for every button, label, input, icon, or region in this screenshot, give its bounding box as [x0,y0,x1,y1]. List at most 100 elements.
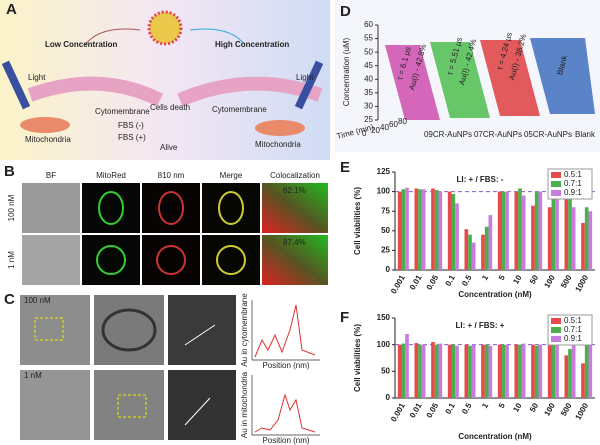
bar [534,191,539,270]
bar [397,344,402,398]
image [20,370,90,440]
x-tick-label: 40 [380,123,389,132]
y-tick-label: 25 [364,115,373,124]
chart-title: LI: + / FBS: - [457,175,504,184]
x-tick-label: 500 [559,401,574,418]
x-tick-label: 1 [480,401,490,410]
x-tick-label: 0.001 [389,273,407,295]
cell [98,191,124,225]
bar [497,344,502,398]
bar [405,187,409,270]
bar [414,343,419,398]
plane [530,38,595,114]
y-tick-label: 0 [386,393,391,402]
y-tick-label: 150 [377,313,391,322]
y-tick-label: 35 [364,88,373,97]
x-tick-label: 50 [528,401,541,414]
legend-swatch [551,327,561,333]
image [142,183,200,233]
arrow [189,28,246,46]
row-label: 1 nM [24,371,42,380]
bar [451,193,456,270]
bar [447,344,452,398]
bar [501,344,506,398]
y-tick-label: 100 [377,340,391,349]
microscopy-grid [22,183,328,285]
x-tick-label: 80 [398,117,407,126]
x-tick-label: 0.5 [460,401,474,416]
column-header: 810 nm [158,171,185,180]
bar [555,195,559,270]
legend-swatch [551,190,561,196]
bar [547,207,552,270]
bar [468,345,472,398]
y-tick-label: 60 [364,20,373,29]
image [168,295,236,365]
x-tick-label: 100 [542,401,557,418]
y-tick-label: 25 [381,246,390,255]
x-tick-label: 0.05 [425,273,441,291]
axis [251,375,320,436]
axis-title: Cell viabilities (%) [353,187,362,255]
legend-entry: 0.9:1 [564,188,582,197]
bar [421,344,426,398]
image [22,235,80,285]
bar [521,343,526,398]
bar [531,344,535,398]
arrow [184,397,211,426]
axis-title: Position (nm) [262,361,309,370]
label: FBS (-) [118,121,144,130]
bar [464,229,469,270]
y-tick-label: 45 [364,61,373,70]
bar [514,191,519,270]
bar [484,344,489,398]
arrow [84,28,141,46]
x-tick-label: 5 [497,401,507,410]
bar [421,189,426,270]
bar [547,344,552,398]
label: Low Concentration [45,40,118,49]
image [94,295,164,365]
label: Light [296,73,314,82]
bar [438,343,443,398]
bar [484,226,489,270]
y-tick-label: 50 [364,47,373,56]
cell [158,191,184,225]
bar [455,203,459,270]
legend-swatch [551,318,561,324]
row-label: 100 nM [7,194,16,221]
x-tick-label: 0 [362,129,367,138]
x-tick-label: 50 [528,273,541,286]
sample-label: 09CR-AuNPs [424,130,472,139]
bar [518,344,522,398]
image [82,235,140,285]
y-tick-label: 30 [364,102,373,111]
panel-label: E [340,159,350,176]
row-label: 100 nM [24,296,51,305]
axis [251,300,320,361]
bar [438,191,443,270]
y-tick-label: 125 [377,167,391,176]
image [20,295,90,365]
bar [584,207,589,270]
x-tick-label: 10 [511,401,524,414]
image [142,235,200,285]
sample-label: 05CR-AuNPs [524,130,572,139]
x-tick-label: 1000 [574,273,591,293]
panel-label: F [340,309,349,326]
label: High Concentration [215,40,289,49]
bar [581,222,585,270]
row-label: 1 nM [7,251,16,269]
bar [588,344,593,398]
y-tick-label: 75 [381,206,390,215]
y-tick-label: 40 [364,74,373,83]
legend-entry: 0.7:1 [564,325,582,334]
nanoparticle [147,10,183,46]
bar [588,211,593,270]
plane [385,45,440,120]
bar [584,344,589,398]
tem-grid [20,295,320,440]
x-tick-label: 0.1 [444,401,458,416]
panel-label: C [4,291,15,308]
image [82,183,140,233]
